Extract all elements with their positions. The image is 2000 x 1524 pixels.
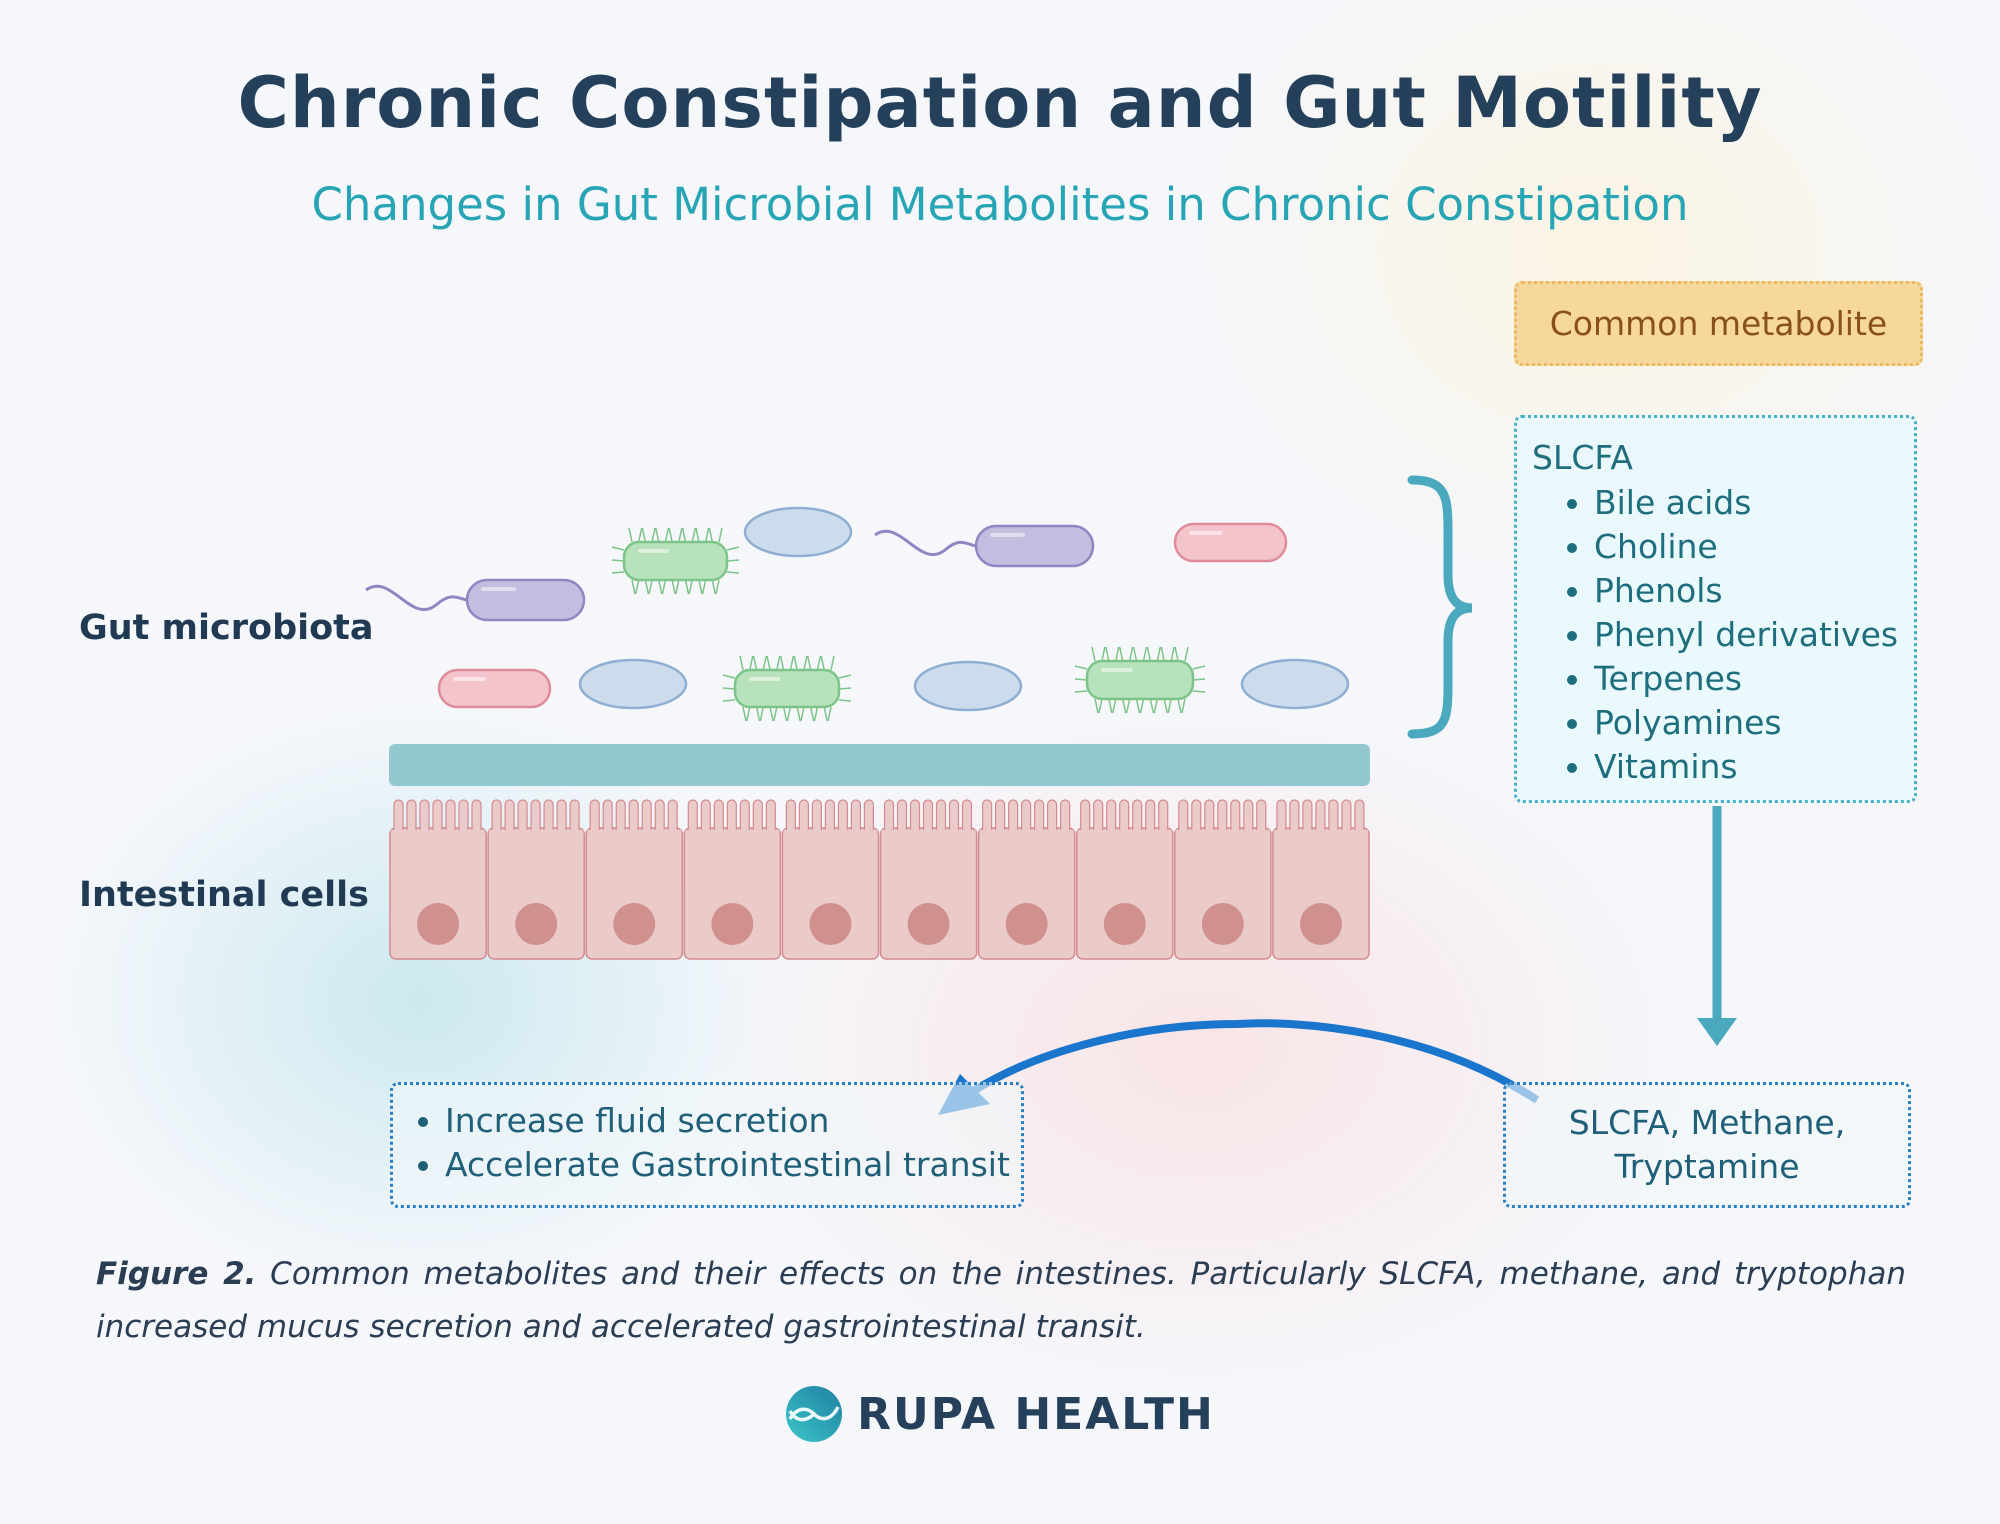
cell-nucleus	[907, 903, 950, 945]
effects-box: Increase fluid secretion Accelerate Gast…	[390, 1082, 1024, 1208]
metabolite-item: Polyamines	[1594, 701, 1914, 745]
metabolite-item: Choline	[1594, 525, 1914, 569]
effect-item: Increase fluid secretion	[445, 1099, 1021, 1143]
cell-nucleus	[613, 903, 656, 945]
page-subtitle: Changes in Gut Microbial Metabolites in …	[311, 178, 1689, 231]
metabolite-list-box: SLCFA Bile acids Choline Phenols Phenyl …	[1514, 415, 1917, 803]
pink-bacterium	[437, 668, 552, 709]
logo-icon	[786, 1386, 843, 1442]
cell-nucleus	[1201, 903, 1244, 945]
cell-nucleus	[417, 903, 460, 945]
result-metabolites-box: SLCFA, Methane, Tryptamine	[1503, 1082, 1911, 1208]
intestinal-cell	[487, 799, 585, 960]
result-line-2: Tryptamine	[1614, 1147, 1800, 1186]
blue-coccus	[913, 660, 1023, 712]
green-bacterium	[722, 655, 852, 722]
intestinal-cell	[781, 799, 880, 960]
cell-nucleus	[515, 903, 558, 945]
intestinal-cell	[1272, 799, 1370, 960]
result-line-1: SLCFA, Methane,	[1568, 1103, 1846, 1142]
caption-label: Figure 2.	[96, 1256, 257, 1292]
cell-nucleus	[1103, 903, 1146, 945]
metabolite-item: Terpenes	[1594, 657, 1914, 701]
curved-arrow	[938, 1019, 1540, 1115]
intestinal-cell	[585, 799, 684, 960]
purple-bacterium	[874, 524, 1095, 568]
common-metabolite-header-text: Common metabolite	[1549, 304, 1888, 343]
purple-bacterium	[365, 578, 586, 622]
caption-text: Common metabolites and their effects on …	[96, 1256, 1906, 1345]
green-bacterium	[1074, 646, 1206, 714]
rupa-health-logo: RUPA HEALTH	[0, 1385, 2000, 1443]
metabolite-item: Phenyl derivatives	[1594, 613, 1914, 657]
metabolite-item: Bile acids	[1594, 481, 1914, 525]
curly-brace	[1407, 475, 1473, 739]
flagellum	[874, 529, 977, 557]
gut-microbiota-illustration	[365, 506, 1350, 722]
cell-nucleus	[809, 903, 852, 945]
intestinal-cell	[683, 799, 782, 960]
cell-nucleus	[1299, 903, 1342, 945]
green-bacterium	[611, 527, 740, 595]
cell-nucleus	[1005, 903, 1048, 945]
gut-microbiota-label: Gut microbiota	[79, 608, 374, 648]
metabolite-group-label: SLCFA	[1532, 438, 1633, 477]
intestinal-cells-illustration	[389, 799, 1370, 960]
metabolite-item: Vitamins	[1594, 745, 1914, 789]
blue-coccus	[578, 658, 688, 710]
down-arrow	[1697, 806, 1737, 1046]
figure-caption: Figure 2. Common metabolites and their e…	[96, 1248, 1906, 1354]
intestinal-cell	[389, 799, 487, 960]
intestinal-cell	[1075, 799, 1174, 960]
cell-nucleus	[711, 903, 754, 945]
mucus-layer	[389, 744, 1370, 786]
pink-bacterium	[1173, 522, 1288, 563]
effects-list: Increase fluid secretion Accelerate Gast…	[405, 1099, 1021, 1187]
intestinal-cell	[977, 799, 1076, 960]
common-metabolite-header: Common metabolite	[1514, 281, 1923, 366]
metabolite-item: Phenols	[1594, 569, 1914, 613]
effect-item: Accelerate Gastrointestinal transit	[445, 1143, 1021, 1187]
intestinal-cells-label: Intestinal cells	[79, 875, 369, 915]
page-title: Chronic Constipation and Gut Motility	[237, 62, 1763, 144]
flagellum	[365, 584, 468, 612]
metabolite-list: Bile acids Choline Phenols Phenyl deriva…	[1532, 481, 1914, 789]
blue-coccus	[743, 506, 853, 558]
blue-coccus	[1240, 658, 1350, 710]
intestinal-cell	[879, 799, 978, 960]
logo-text: RUPA HEALTH	[857, 1388, 1215, 1440]
intestinal-cell	[1174, 799, 1272, 960]
